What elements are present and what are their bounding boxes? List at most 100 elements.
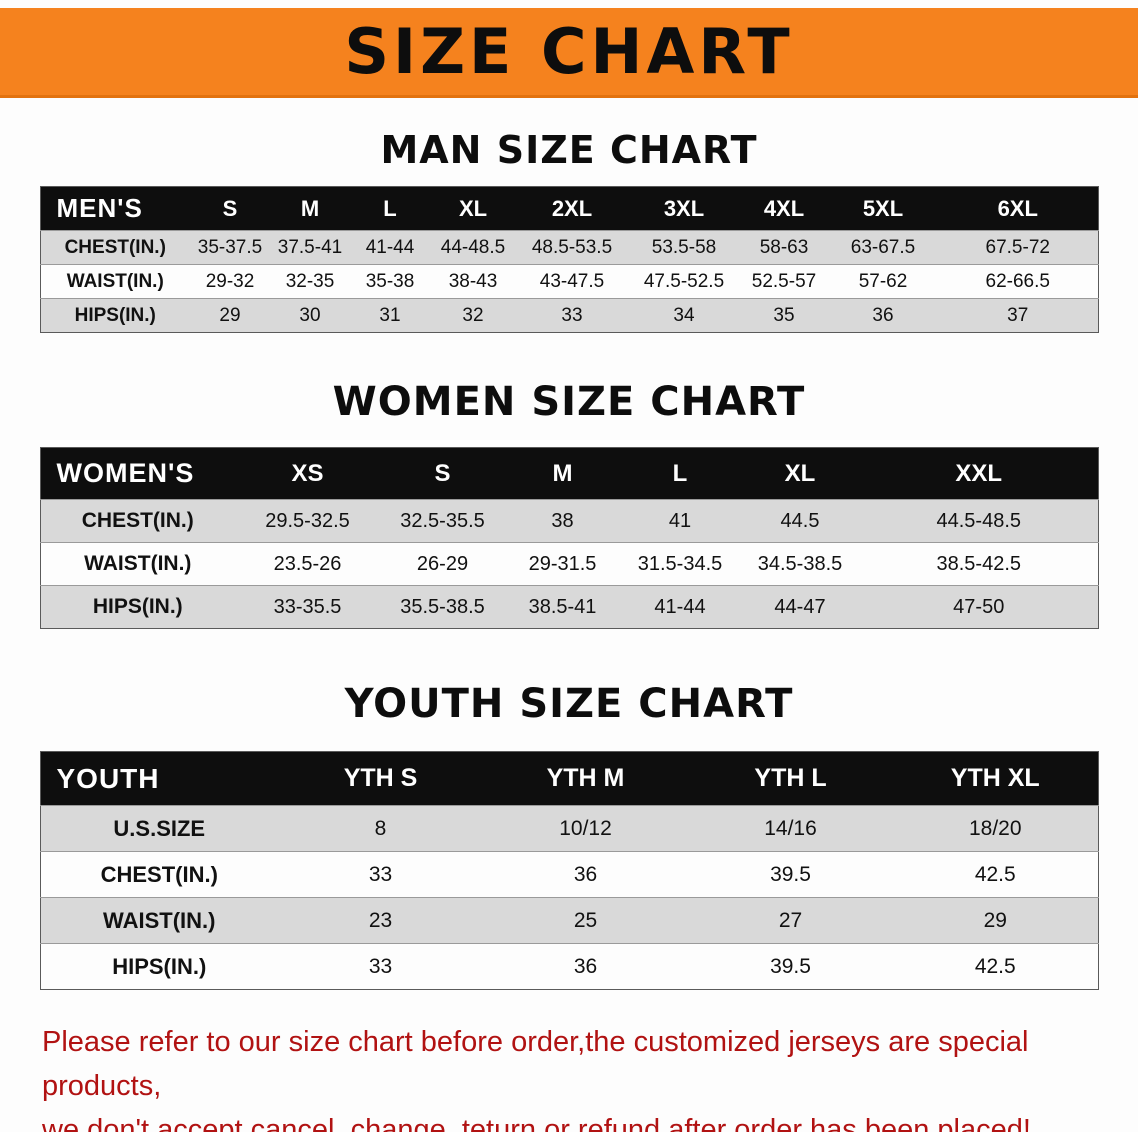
table-cell: 67.5-72 — [938, 230, 1098, 265]
table-cell: 8 — [278, 805, 483, 852]
table-cell: 35.5-38.5 — [380, 585, 505, 629]
table-cell: 36 — [483, 943, 688, 990]
table-cell: 43-47.5 — [516, 264, 628, 299]
men-col-header-4xl: 4XL — [740, 186, 828, 231]
table-cell: 32.5-35.5 — [380, 499, 505, 543]
table-cell: 30 — [270, 298, 350, 333]
table-cell: 29.5-32.5 — [235, 499, 380, 543]
youth-table-header-row: YOUTH YTH S YTH M YTH L YTH XL — [40, 751, 1098, 806]
table-cell: 62-66.5 — [938, 264, 1098, 299]
table-cell: 14/16 — [688, 805, 893, 852]
youth-chest-row: CHEST(IN.) 33 36 39.5 42.5 — [40, 851, 1098, 898]
table-cell: 26-29 — [380, 542, 505, 586]
row-label-chest: CHEST(IN.) — [40, 230, 190, 265]
women-table-corner-label: WOMEN'S — [40, 447, 235, 500]
table-cell: 34.5-38.5 — [740, 542, 860, 586]
men-col-header-6xl: 6XL — [938, 186, 1098, 231]
table-cell: 34 — [628, 298, 740, 333]
table-cell: 37.5-41 — [270, 230, 350, 265]
table-cell: 44.5-48.5 — [860, 499, 1098, 543]
women-table-header-row: WOMEN'S XS S M L XL XXL — [40, 447, 1098, 500]
youth-section: YOUTH SIZE CHART YOUTH YTH S YTH M YTH L… — [0, 681, 1138, 990]
table-cell: 53.5-58 — [628, 230, 740, 265]
men-section-heading: MAN SIZE CHART — [380, 128, 758, 172]
youth-col-header-yth-xl: YTH XL — [893, 751, 1098, 806]
table-cell: 23 — [278, 897, 483, 944]
men-section: MAN SIZE CHART MEN'S S M L XL 2XL 3XL 4X… — [0, 128, 1138, 333]
table-cell: 41-44 — [350, 230, 430, 265]
youth-col-header-yth-l: YTH L — [688, 751, 893, 806]
table-cell: 42.5 — [893, 851, 1098, 898]
table-cell: 44-48.5 — [430, 230, 516, 265]
table-cell: 52.5-57 — [740, 264, 828, 299]
men-chest-row: CHEST(IN.) 35-37.5 37.5-41 41-44 44-48.5… — [40, 230, 1098, 265]
women-size-table: WOMEN'S XS S M L XL XXL CHEST(IN.) 29.5-… — [39, 447, 1099, 629]
disclaimer-line-2: we don't accept cancel, change, teturn o… — [42, 1114, 1031, 1132]
table-cell: 37 — [938, 298, 1098, 333]
men-col-header-xl: XL — [430, 186, 516, 231]
table-cell: 38.5-41 — [505, 585, 620, 629]
table-cell: 47-50 — [860, 585, 1098, 629]
youth-size-table: YOUTH YTH S YTH M YTH L YTH XL U.S.SIZE … — [39, 751, 1099, 990]
women-section-heading: WOMEN SIZE CHART — [332, 379, 806, 425]
youth-col-header-yth-m: YTH M — [483, 751, 688, 806]
row-label-waist: WAIST(IN.) — [40, 542, 235, 586]
table-cell: 18/20 — [893, 805, 1098, 852]
banner: SIZE CHART — [0, 8, 1138, 98]
table-cell: 44.5 — [740, 499, 860, 543]
table-cell: 31.5-34.5 — [620, 542, 740, 586]
table-cell: 29 — [190, 298, 270, 333]
table-cell: 57-62 — [828, 264, 938, 299]
table-cell: 39.5 — [688, 943, 893, 990]
youth-waist-row: WAIST(IN.) 23 25 27 29 — [40, 897, 1098, 944]
women-col-header-xxl: XXL — [860, 447, 1098, 500]
table-cell: 32 — [430, 298, 516, 333]
table-cell: 33 — [278, 943, 483, 990]
men-table-header-row: MEN'S S M L XL 2XL 3XL 4XL 5XL 6XL — [40, 186, 1098, 231]
women-col-header-s: S — [380, 447, 505, 500]
row-label-us-size: U.S.SIZE — [40, 805, 278, 852]
row-label-hips: HIPS(IN.) — [40, 585, 235, 629]
table-cell: 29-31.5 — [505, 542, 620, 586]
men-hips-row: HIPS(IN.) 29 30 31 32 33 34 35 36 37 — [40, 298, 1098, 333]
row-label-waist: WAIST(IN.) — [40, 264, 190, 299]
table-cell: 35 — [740, 298, 828, 333]
men-col-header-3xl: 3XL — [628, 186, 740, 231]
table-cell: 36 — [483, 851, 688, 898]
men-table-corner-label: MEN'S — [40, 186, 190, 231]
table-cell: 36 — [828, 298, 938, 333]
page-title: SIZE CHART — [344, 15, 794, 88]
disclaimer: Please refer to our size chart before or… — [42, 1020, 1102, 1132]
table-cell: 38.5-42.5 — [860, 542, 1098, 586]
table-cell: 10/12 — [483, 805, 688, 852]
men-col-header-2xl: 2XL — [516, 186, 628, 231]
men-col-header-l: L — [350, 186, 430, 231]
youth-col-header-yth-s: YTH S — [278, 751, 483, 806]
table-cell: 33-35.5 — [235, 585, 380, 629]
women-section: WOMEN SIZE CHART WOMEN'S XS S M L XL XXL — [0, 379, 1138, 629]
youth-section-heading: YOUTH SIZE CHART — [344, 681, 794, 727]
women-col-header-xs: XS — [235, 447, 380, 500]
women-hips-row: HIPS(IN.) 33-35.5 35.5-38.5 38.5-41 41-4… — [40, 585, 1098, 629]
row-label-hips: HIPS(IN.) — [40, 298, 190, 333]
table-cell: 48.5-53.5 — [516, 230, 628, 265]
table-cell: 38 — [505, 499, 620, 543]
table-cell: 41 — [620, 499, 740, 543]
men-size-table: MEN'S S M L XL 2XL 3XL 4XL 5XL 6XL CHEST… — [39, 186, 1099, 333]
table-cell: 63-67.5 — [828, 230, 938, 265]
men-col-header-s: S — [190, 186, 270, 231]
table-cell: 42.5 — [893, 943, 1098, 990]
table-cell: 39.5 — [688, 851, 893, 898]
table-cell: 29 — [893, 897, 1098, 944]
youth-hips-row: HIPS(IN.) 33 36 39.5 42.5 — [40, 943, 1098, 990]
row-label-chest: CHEST(IN.) — [40, 851, 278, 898]
table-cell: 31 — [350, 298, 430, 333]
table-cell: 29-32 — [190, 264, 270, 299]
women-col-header-xl: XL — [740, 447, 860, 500]
men-col-header-5xl: 5XL — [828, 186, 938, 231]
women-chest-row: CHEST(IN.) 29.5-32.5 32.5-35.5 38 41 44.… — [40, 499, 1098, 543]
table-cell: 35-38 — [350, 264, 430, 299]
table-cell: 44-47 — [740, 585, 860, 629]
row-label-chest: CHEST(IN.) — [40, 499, 235, 543]
